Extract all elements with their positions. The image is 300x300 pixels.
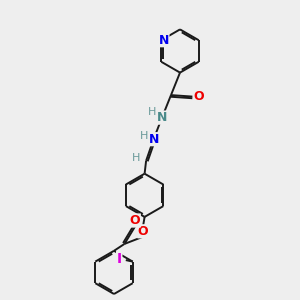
Text: H: H — [132, 153, 141, 163]
Text: O: O — [130, 214, 140, 227]
Text: O: O — [138, 225, 148, 238]
Text: H: H — [140, 131, 148, 141]
Text: N: N — [158, 34, 169, 47]
Text: I: I — [117, 252, 122, 266]
Text: H: H — [148, 107, 157, 117]
Text: N: N — [157, 111, 167, 124]
Text: O: O — [193, 90, 204, 103]
Text: N: N — [148, 133, 159, 146]
